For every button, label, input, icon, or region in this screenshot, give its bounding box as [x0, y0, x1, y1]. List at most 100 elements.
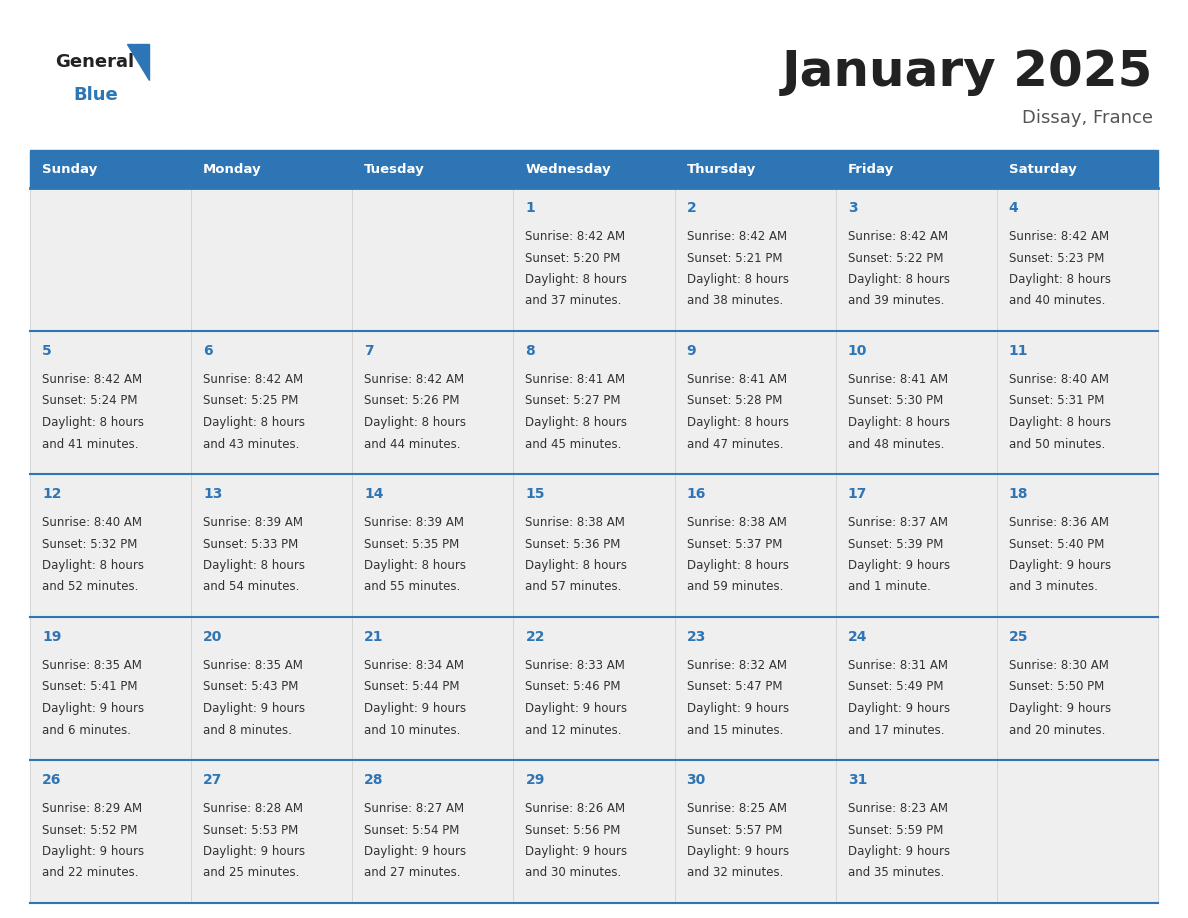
Text: and 27 minutes.: and 27 minutes. [365, 867, 461, 879]
Text: Daylight: 9 hours: Daylight: 9 hours [203, 845, 305, 858]
Text: and 40 minutes.: and 40 minutes. [1009, 295, 1105, 308]
Text: Sunset: 5:54 PM: Sunset: 5:54 PM [365, 823, 460, 836]
Text: Sunset: 5:26 PM: Sunset: 5:26 PM [365, 395, 460, 408]
Text: Monday: Monday [203, 162, 261, 175]
Text: Daylight: 8 hours: Daylight: 8 hours [203, 416, 305, 429]
Bar [675, 617, 835, 760]
Bar [353, 474, 513, 617]
Text: 25: 25 [1009, 630, 1029, 644]
Bar [30, 188, 191, 331]
Text: and 39 minutes.: and 39 minutes. [848, 295, 944, 308]
Text: Sunset: 5:59 PM: Sunset: 5:59 PM [848, 823, 943, 836]
Text: Daylight: 9 hours: Daylight: 9 hours [848, 845, 950, 858]
Text: Sunrise: 8:41 AM: Sunrise: 8:41 AM [848, 373, 948, 386]
Text: Sunrise: 8:42 AM: Sunrise: 8:42 AM [203, 373, 303, 386]
Text: Sunset: 5:52 PM: Sunset: 5:52 PM [42, 823, 138, 836]
Text: Daylight: 8 hours: Daylight: 8 hours [1009, 416, 1111, 429]
Text: 12: 12 [42, 487, 62, 501]
Text: Daylight: 8 hours: Daylight: 8 hours [687, 416, 789, 429]
Text: Sunset: 5:24 PM: Sunset: 5:24 PM [42, 395, 138, 408]
Bar [997, 617, 1158, 760]
Text: Sunset: 5:37 PM: Sunset: 5:37 PM [687, 538, 782, 551]
Text: Daylight: 8 hours: Daylight: 8 hours [42, 559, 144, 572]
Text: 4: 4 [1009, 201, 1018, 215]
Text: and 30 minutes.: and 30 minutes. [525, 867, 621, 879]
Bar [30, 617, 191, 760]
Text: Sunrise: 8:42 AM: Sunrise: 8:42 AM [525, 230, 626, 243]
Text: Sunset: 5:40 PM: Sunset: 5:40 PM [1009, 538, 1104, 551]
Text: Daylight: 8 hours: Daylight: 8 hours [848, 273, 949, 286]
Text: 5: 5 [42, 344, 52, 358]
Text: and 10 minutes.: and 10 minutes. [365, 723, 461, 736]
Text: 26: 26 [42, 773, 62, 787]
Text: Sunday: Sunday [42, 162, 97, 175]
Text: Sunrise: 8:23 AM: Sunrise: 8:23 AM [848, 802, 948, 815]
Bar [353, 331, 513, 474]
Bar [997, 331, 1158, 474]
Bar [997, 760, 1158, 903]
Text: Sunrise: 8:37 AM: Sunrise: 8:37 AM [848, 516, 948, 529]
Bar [191, 617, 353, 760]
Bar [835, 760, 997, 903]
Text: Tuesday: Tuesday [365, 162, 425, 175]
Text: 22: 22 [525, 630, 545, 644]
Text: 9: 9 [687, 344, 696, 358]
Bar [191, 150, 353, 188]
Text: Sunset: 5:25 PM: Sunset: 5:25 PM [203, 395, 298, 408]
Text: 21: 21 [365, 630, 384, 644]
Text: Sunrise: 8:35 AM: Sunrise: 8:35 AM [42, 659, 141, 672]
Text: Sunrise: 8:25 AM: Sunrise: 8:25 AM [687, 802, 786, 815]
Text: Daylight: 8 hours: Daylight: 8 hours [687, 559, 789, 572]
Text: and 47 minutes.: and 47 minutes. [687, 438, 783, 451]
Bar [513, 188, 675, 331]
Bar [675, 474, 835, 617]
Bar [353, 617, 513, 760]
Text: and 15 minutes.: and 15 minutes. [687, 723, 783, 736]
Text: Sunrise: 8:33 AM: Sunrise: 8:33 AM [525, 659, 625, 672]
Text: and 12 minutes.: and 12 minutes. [525, 723, 623, 736]
Text: January 2025: January 2025 [782, 48, 1154, 96]
Text: and 37 minutes.: and 37 minutes. [525, 295, 621, 308]
Text: Daylight: 8 hours: Daylight: 8 hours [203, 559, 305, 572]
Text: General: General [55, 53, 134, 71]
Bar [353, 150, 513, 188]
Text: 2: 2 [687, 201, 696, 215]
Text: Sunset: 5:28 PM: Sunset: 5:28 PM [687, 395, 782, 408]
Text: Sunset: 5:30 PM: Sunset: 5:30 PM [848, 395, 943, 408]
Bar [675, 331, 835, 474]
Bar [997, 150, 1158, 188]
Text: and 44 minutes.: and 44 minutes. [365, 438, 461, 451]
Bar [675, 760, 835, 903]
Text: Thursday: Thursday [687, 162, 756, 175]
Text: and 41 minutes.: and 41 minutes. [42, 438, 139, 451]
Text: Daylight: 8 hours: Daylight: 8 hours [687, 273, 789, 286]
Text: Daylight: 8 hours: Daylight: 8 hours [525, 273, 627, 286]
Bar [835, 188, 997, 331]
Text: 19: 19 [42, 630, 62, 644]
Text: Sunset: 5:50 PM: Sunset: 5:50 PM [1009, 680, 1104, 693]
Text: Daylight: 9 hours: Daylight: 9 hours [203, 702, 305, 715]
Text: 16: 16 [687, 487, 706, 501]
Text: Sunrise: 8:34 AM: Sunrise: 8:34 AM [365, 659, 465, 672]
Text: Daylight: 8 hours: Daylight: 8 hours [42, 416, 144, 429]
Text: Sunrise: 8:39 AM: Sunrise: 8:39 AM [203, 516, 303, 529]
Text: Sunrise: 8:40 AM: Sunrise: 8:40 AM [1009, 373, 1108, 386]
Bar [513, 331, 675, 474]
Bar [835, 474, 997, 617]
Text: Daylight: 8 hours: Daylight: 8 hours [848, 416, 949, 429]
Text: Daylight: 8 hours: Daylight: 8 hours [525, 559, 627, 572]
Text: and 38 minutes.: and 38 minutes. [687, 295, 783, 308]
Bar [997, 474, 1158, 617]
Text: 10: 10 [848, 344, 867, 358]
Text: Friday: Friday [848, 162, 893, 175]
Text: Sunrise: 8:32 AM: Sunrise: 8:32 AM [687, 659, 786, 672]
Text: 8: 8 [525, 344, 535, 358]
Text: Sunset: 5:27 PM: Sunset: 5:27 PM [525, 395, 621, 408]
Text: and 57 minutes.: and 57 minutes. [525, 580, 621, 594]
Text: Sunrise: 8:30 AM: Sunrise: 8:30 AM [1009, 659, 1108, 672]
Text: Daylight: 9 hours: Daylight: 9 hours [1009, 702, 1111, 715]
Text: 17: 17 [848, 487, 867, 501]
Text: 11: 11 [1009, 344, 1029, 358]
Text: and 1 minute.: and 1 minute. [848, 580, 930, 594]
Text: Sunrise: 8:38 AM: Sunrise: 8:38 AM [687, 516, 786, 529]
